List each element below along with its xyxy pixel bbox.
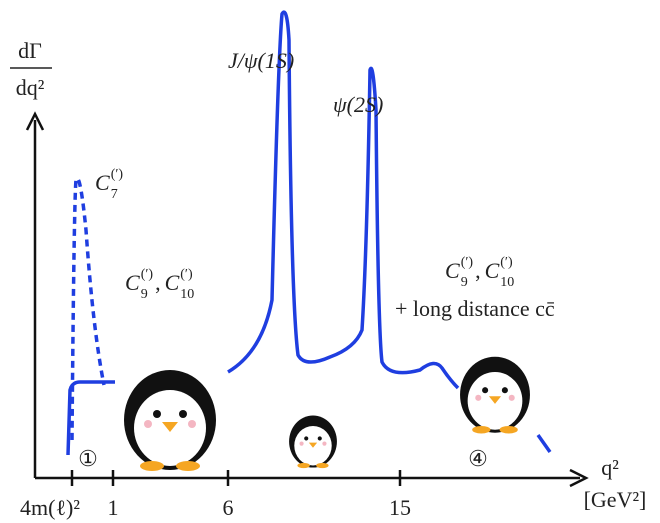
peak-label: ψ(2S) bbox=[333, 92, 383, 117]
x-tick-label: 6 bbox=[223, 495, 234, 520]
subscript: 10 bbox=[180, 287, 194, 302]
penguin bbox=[124, 370, 216, 471]
axes bbox=[25, 111, 589, 488]
penguin bbox=[460, 356, 530, 434]
x-tick-label: 4m(ℓ)² bbox=[20, 495, 80, 520]
coefficient: C bbox=[165, 270, 180, 295]
subscript: 9 bbox=[141, 287, 148, 302]
region-marker: ① bbox=[78, 446, 98, 471]
annotation: C (′)9, C (′)10 bbox=[125, 267, 194, 302]
x-tick-label: 15 bbox=[389, 495, 411, 520]
peak-label: J/ψ(1S) bbox=[228, 48, 294, 73]
subscript: 9 bbox=[461, 275, 468, 290]
x-tick-label: 1 bbox=[108, 495, 119, 520]
coefficient: C bbox=[95, 170, 110, 195]
coefficient: C bbox=[445, 258, 460, 283]
annotation: C (′) 7 bbox=[95, 167, 123, 202]
superscript: (′) bbox=[180, 267, 193, 282]
y-axis-label: dq² bbox=[16, 75, 45, 100]
coefficient: C bbox=[485, 258, 500, 283]
superscript: (′) bbox=[141, 267, 154, 282]
subscript: 10 bbox=[500, 275, 514, 290]
subscript: 7 bbox=[111, 187, 118, 202]
annotation: C (′)9, C (′)10+ long distance cc̄ bbox=[395, 255, 555, 321]
superscript: (′) bbox=[461, 255, 474, 270]
penguin bbox=[289, 415, 337, 469]
x-axis-unit: [GeV²] bbox=[584, 487, 647, 512]
separator: , bbox=[475, 258, 481, 283]
separator: , bbox=[155, 270, 161, 295]
coefficient: C bbox=[125, 270, 140, 295]
superscript: (′) bbox=[500, 255, 513, 270]
x-axis-label: q² bbox=[601, 455, 619, 480]
y-axis-label: dΓ bbox=[18, 38, 42, 63]
annotation-extra: + long distance cc̄ bbox=[395, 296, 555, 321]
superscript: (′) bbox=[111, 167, 124, 182]
spectrum-curve bbox=[66, 10, 552, 456]
region-marker: ④ bbox=[468, 446, 488, 471]
